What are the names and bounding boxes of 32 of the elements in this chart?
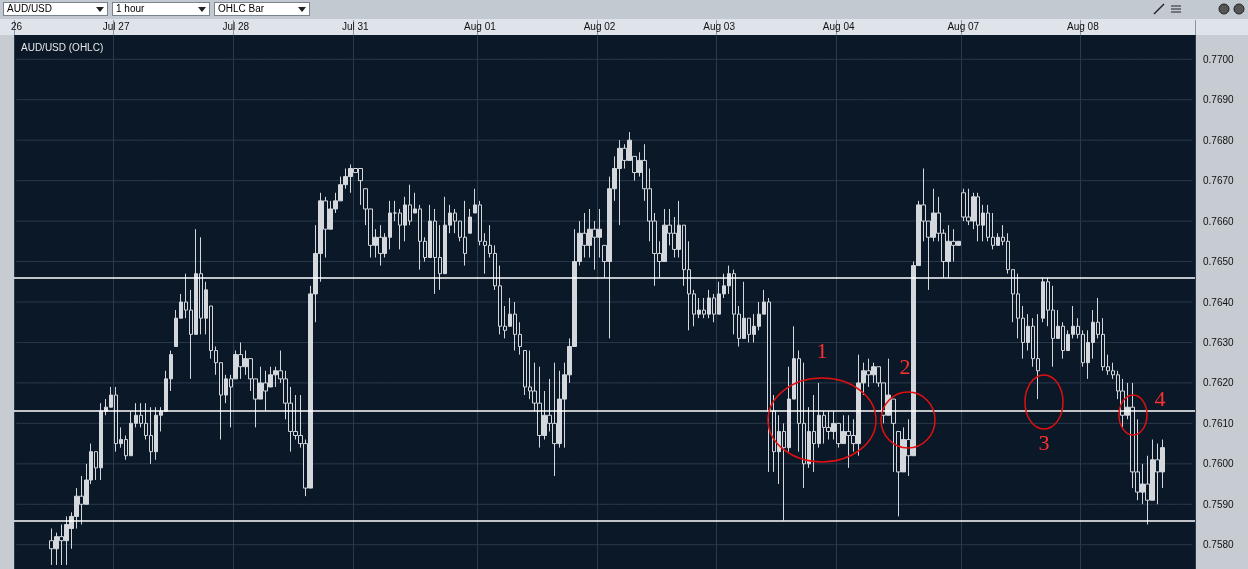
text: OHLC Bar <box>218 3 265 14</box>
x-tick-label: Aug 03 <box>703 20 736 32</box>
text: 1 hour <box>116 3 145 14</box>
x-tick-label: Aug 01 <box>464 20 497 32</box>
y-tick-label: 0.7660 <box>1203 215 1235 227</box>
y-tick-label: 0.7700 <box>1203 53 1235 65</box>
y-tick-label: 0.7580 <box>1203 539 1235 551</box>
y-tick-label: 0.7680 <box>1203 134 1235 146</box>
x-tick-label: Aug 08 <box>1067 20 1100 32</box>
text: AUD/USD <box>7 3 53 14</box>
y-tick-label: 0.7670 <box>1203 175 1235 187</box>
annotation: 2 <box>898 354 912 379</box>
y-tick-label: 0.7600 <box>1203 458 1235 470</box>
text: AUD/USD (OHLC) <box>21 41 104 53</box>
x-tick-label: 26 <box>10 20 23 32</box>
x-tick-label: Jul 31 <box>342 20 370 32</box>
candlestick <box>468 208 472 234</box>
annotation: 4 <box>1153 386 1167 411</box>
x-tick-label: Aug 02 <box>583 20 616 32</box>
x-tick-label: Aug 07 <box>947 20 980 32</box>
y-tick-label: 0.7690 <box>1203 94 1235 106</box>
x-tick-label: Jul 28 <box>222 20 250 32</box>
y-tick-label: 0.7620 <box>1203 377 1235 389</box>
x-tick-label: Jul 27 <box>102 20 130 32</box>
y-tick-label: 0.7630 <box>1203 336 1235 348</box>
y-tick-label: 0.7590 <box>1203 498 1235 510</box>
y-tick-label: 0.7640 <box>1203 296 1235 308</box>
y-tick-label: 0.7650 <box>1203 256 1235 268</box>
annotation: 1 <box>815 338 829 363</box>
annotation: 3 <box>1037 430 1051 455</box>
y-tick-label: 0.7610 <box>1203 417 1235 429</box>
x-tick-label: Aug 04 <box>822 20 855 32</box>
